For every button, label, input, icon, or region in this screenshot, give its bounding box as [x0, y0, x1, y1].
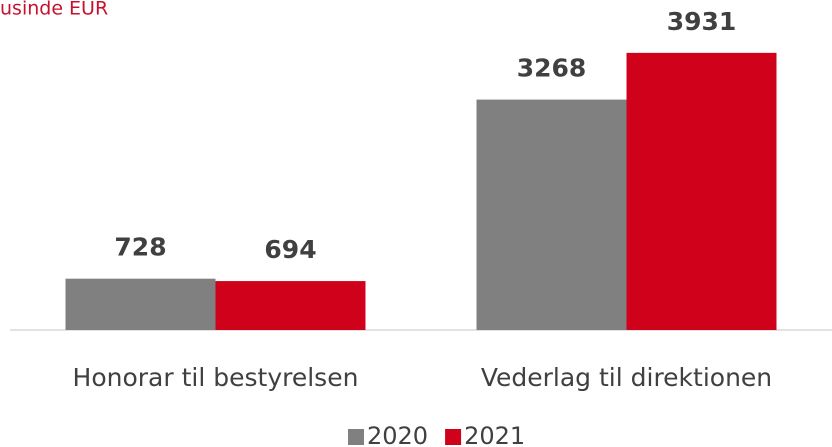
legend-label: 2021 [464, 422, 525, 447]
bar [476, 99, 627, 330]
x-tick-label: Honorar til bestyrelsen [73, 363, 359, 392]
bar [626, 52, 777, 330]
legend-label: 2020 [367, 422, 428, 447]
legend-swatch [445, 429, 462, 445]
data-label: 728 [114, 233, 166, 262]
x-tick-label: Vederlag til direktionen [481, 363, 772, 392]
bar [215, 281, 366, 330]
legend-swatch [348, 429, 364, 445]
data-label: 3931 [667, 7, 737, 36]
chart-title: usinde EUR [0, 0, 108, 20]
data-label: 694 [264, 235, 316, 264]
data-label: 3268 [517, 54, 587, 83]
bar [65, 278, 216, 330]
